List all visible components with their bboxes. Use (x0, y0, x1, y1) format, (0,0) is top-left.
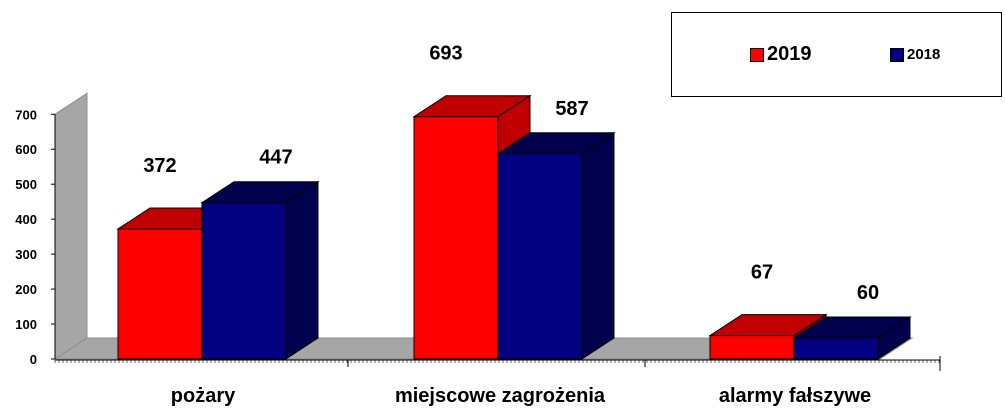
bar-2018-2 (793, 337, 879, 360)
chart-side-wall (54, 92, 88, 360)
data-label-2018-0: 447 (259, 147, 292, 169)
data-label-2018-1: 587 (555, 98, 588, 120)
y-tick-label: 0 (30, 352, 37, 367)
legend-item-2019: 2019 (750, 43, 812, 66)
data-label-2019-0: 372 (143, 155, 176, 177)
y-tick-label: 500 (15, 177, 37, 192)
y-tick-label: 400 (15, 212, 37, 227)
chart-legend: 2019 2018 (671, 12, 1002, 97)
bar-side (581, 131, 615, 360)
y-tick-label: 100 (15, 317, 37, 332)
bar-2019-1 (413, 116, 499, 360)
y-tick-label: 200 (15, 282, 37, 297)
bar-side (285, 180, 319, 360)
bar-2019-2 (709, 335, 795, 360)
x-category-label: alarmy fałszywe (719, 385, 871, 407)
data-label-2018-2: 60 (857, 282, 879, 304)
bar-2019-0 (117, 228, 203, 360)
data-label-2019-1: 693 (429, 43, 462, 65)
y-tick-label: 300 (15, 247, 37, 262)
x-category-label: miejscowe zagrożenia (395, 385, 606, 407)
bar-2018-0 (201, 202, 287, 360)
legend-swatch-2018 (890, 47, 904, 62)
data-label-2019-2: 67 (751, 262, 773, 284)
legend-swatch-2019 (750, 47, 764, 62)
legend-item-2018: 2018 (890, 46, 940, 63)
y-tick-label: 700 (15, 107, 37, 122)
bar-2018-1 (497, 153, 583, 360)
y-tick-label: 600 (15, 142, 37, 157)
legend-label-2018: 2018 (907, 46, 941, 63)
x-category-label: pożary (171, 385, 236, 407)
legend-label-2019: 2019 (767, 43, 812, 65)
